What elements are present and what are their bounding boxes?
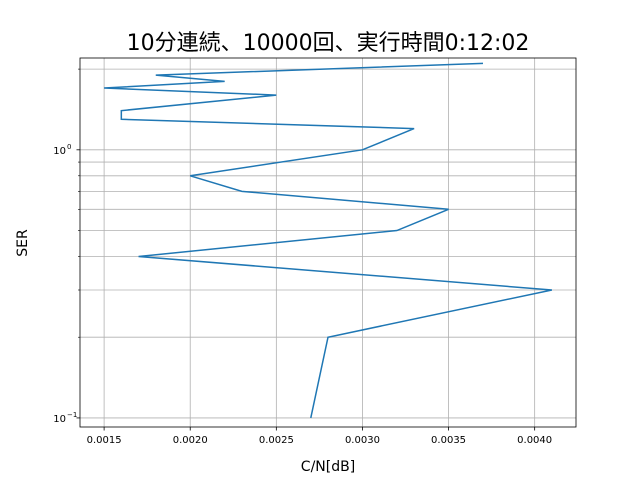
y-tick-label: 10	[53, 146, 66, 157]
chart-title: 10分連続、10000回、実行時間0:12:02	[127, 31, 530, 56]
x-tick-label: 0.0020	[173, 435, 208, 446]
series-line-group	[104, 62, 553, 419]
y-tick-label: 10	[53, 414, 66, 425]
plot-frame	[79, 57, 577, 428]
x-tick-label: 0.0030	[345, 435, 380, 446]
series-line	[104, 62, 553, 419]
x-tick-label: 0.0040	[517, 435, 552, 446]
x-axis: 0.0015 0.0020 0.0025 0.0030 0.0035 0.0040	[87, 427, 552, 446]
x-tick-label: 0.0025	[259, 435, 294, 446]
y-axis-label: SER	[15, 229, 31, 257]
x-axis-label: C/N[dB]	[301, 459, 355, 475]
x-tick-label: 0.0015	[87, 435, 122, 446]
y-tick-exponent: 0	[67, 143, 71, 151]
grid	[80, 58, 576, 427]
x-tick-label: 0.0035	[431, 435, 466, 446]
y-tick-exponent: −1	[67, 411, 77, 419]
